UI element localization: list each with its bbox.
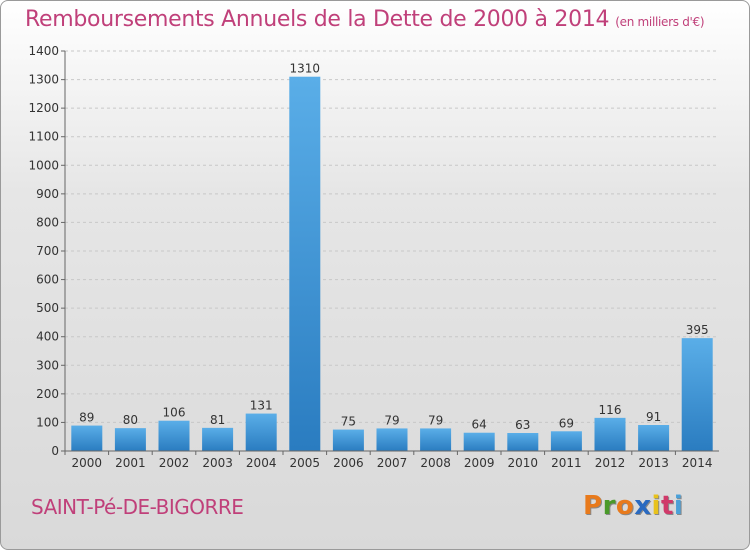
bar-2009 (463, 432, 495, 451)
logo-letter: t (660, 491, 674, 521)
x-tick-label-2005: 2005 (290, 456, 321, 470)
chart-title-text: Remboursements Annuels de la Dette de 20… (25, 7, 610, 32)
x-tick-label-2013: 2013 (638, 456, 669, 470)
y-tick-label: 300 (36, 358, 59, 372)
data-label-2002: 106 (163, 406, 186, 420)
logo-letter: P (583, 491, 603, 521)
y-tick-label: 0 (51, 444, 59, 458)
bar-2007 (376, 428, 408, 451)
data-label-2010: 63 (515, 418, 530, 432)
data-label-2007: 79 (384, 413, 399, 427)
x-tick-label-2003: 2003 (202, 456, 233, 470)
bar-2004 (245, 413, 277, 451)
data-label-2000: 89 (79, 411, 94, 425)
x-tick-label-2014: 2014 (682, 456, 713, 470)
x-tick-label-2010: 2010 (508, 456, 539, 470)
bar-2012 (594, 417, 626, 451)
x-tick-label-2008: 2008 (420, 456, 451, 470)
x-tick-label-2011: 2011 (551, 456, 582, 470)
bar-2003 (202, 427, 234, 451)
x-tick-label-2001: 2001 (115, 456, 146, 470)
commune-name: SAINT-Pé-DE-BIGORRE (31, 495, 244, 519)
data-label-2013: 91 (646, 410, 661, 424)
y-tick-label: 500 (36, 301, 59, 315)
data-label-2004: 131 (250, 399, 273, 413)
bar-2011 (550, 431, 582, 451)
y-tick-label: 1100 (28, 130, 59, 144)
bar-2001 (114, 428, 146, 451)
x-tick-label-2006: 2006 (333, 456, 364, 470)
bar-2000 (71, 425, 103, 451)
data-label-2012: 116 (599, 403, 622, 417)
chart-title: Remboursements Annuels de la Dette de 20… (25, 7, 705, 32)
y-tick-label: 900 (36, 187, 59, 201)
y-tick-label: 200 (36, 387, 59, 401)
y-tick-label: 1400 (28, 44, 59, 58)
y-tick-label: 400 (36, 330, 59, 344)
x-tick-label-2000: 2000 (72, 456, 103, 470)
bar-2008 (420, 428, 452, 451)
y-tick-label: 700 (36, 244, 59, 258)
x-tick-label-2002: 2002 (159, 456, 190, 470)
data-label-2011: 69 (559, 416, 574, 430)
data-label-2009: 64 (472, 418, 487, 432)
bar-2013 (638, 425, 670, 451)
logo-letter: i (673, 491, 684, 521)
data-label-2003: 81 (210, 413, 225, 427)
bar-2010 (507, 433, 539, 451)
y-tick-label: 800 (36, 215, 59, 229)
y-tick-label: 1300 (28, 73, 59, 87)
bar-2006 (332, 429, 364, 451)
logo-letter: o (615, 491, 635, 521)
proxiti-logo: Proxiti (583, 491, 683, 521)
x-tick-label-2009: 2009 (464, 456, 495, 470)
y-tick-label: 1200 (28, 101, 59, 115)
data-label-2014: 395 (686, 323, 709, 337)
logo-letter: i (651, 491, 661, 521)
bar-2002 (158, 420, 190, 451)
logo-letter: x (634, 491, 652, 521)
data-label-2008: 79 (428, 413, 443, 427)
bar-2005 (289, 76, 321, 451)
bar-2014 (681, 338, 713, 451)
y-tick-label: 1000 (28, 158, 59, 172)
data-label-2001: 80 (123, 413, 138, 427)
y-tick-label: 100 (36, 415, 59, 429)
x-tick-label-2004: 2004 (246, 456, 277, 470)
x-tick-label-2007: 2007 (377, 456, 408, 470)
chart-unit: (en milliers d'€) (615, 15, 705, 29)
y-tick-label: 600 (36, 273, 59, 287)
data-label-2006: 75 (341, 415, 356, 429)
data-label-2005: 1310 (290, 62, 321, 76)
x-tick-label-2012: 2012 (595, 456, 626, 470)
logo-letter: r (602, 491, 616, 521)
